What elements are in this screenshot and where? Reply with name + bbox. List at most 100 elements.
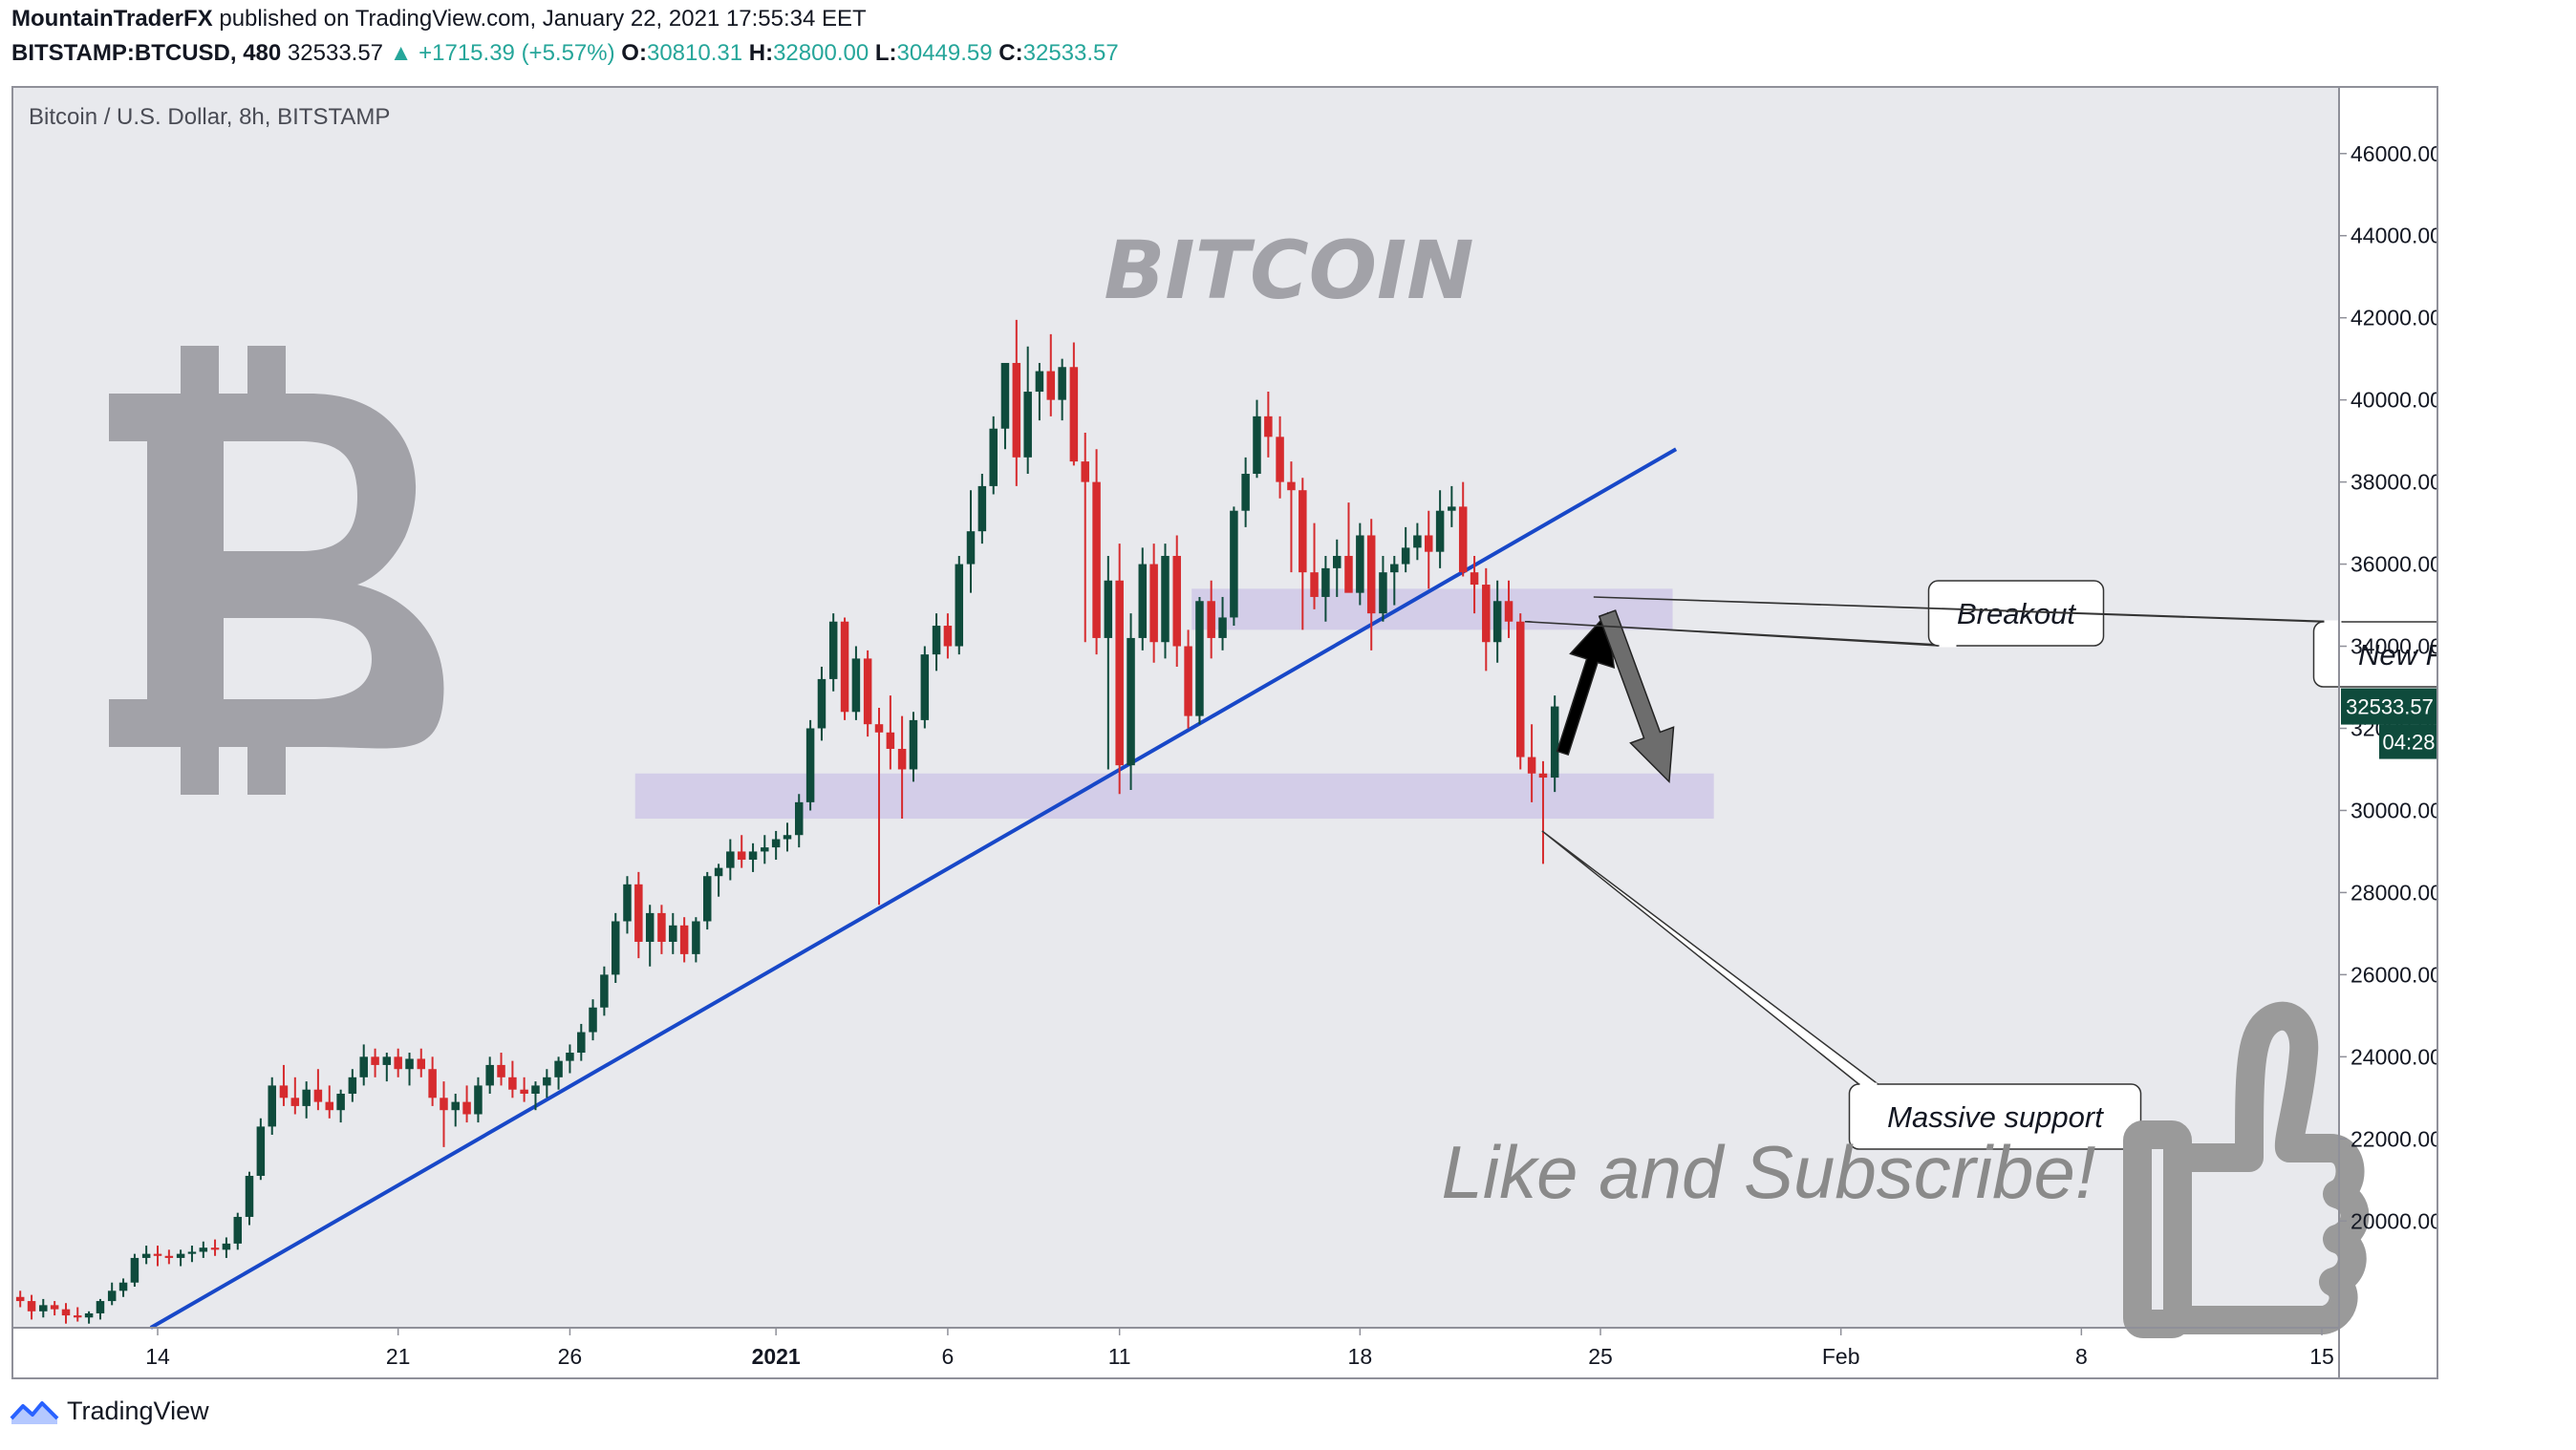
candle[interactable]: [1413, 522, 1422, 561]
candle[interactable]: [1538, 760, 1548, 864]
candle[interactable]: [233, 1212, 243, 1250]
candle[interactable]: [1218, 596, 1227, 650]
candle[interactable]: [245, 1171, 254, 1226]
support-zone[interactable]: [634, 773, 1714, 820]
candle[interactable]: [1241, 457, 1250, 527]
candle[interactable]: [1161, 544, 1170, 659]
candle[interactable]: [336, 1089, 345, 1123]
trendline[interactable]: [149, 447, 1678, 1330]
candle[interactable]: [313, 1069, 323, 1111]
projection-down-arrow[interactable]: [1598, 609, 1675, 784]
candle[interactable]: [1470, 555, 1479, 614]
candle[interactable]: [623, 876, 632, 934]
candle[interactable]: [1550, 695, 1559, 793]
candle[interactable]: [943, 613, 953, 659]
candle[interactable]: [1081, 433, 1089, 643]
candle[interactable]: [1058, 358, 1066, 421]
candle[interactable]: [612, 912, 620, 983]
candle[interactable]: [302, 1081, 311, 1119]
candle[interactable]: [50, 1301, 59, 1316]
candle[interactable]: [1299, 478, 1307, 630]
candle[interactable]: [600, 966, 609, 1016]
candle[interactable]: [107, 1282, 117, 1306]
candle[interactable]: [554, 1056, 563, 1090]
candle[interactable]: [1458, 481, 1468, 577]
candle[interactable]: [679, 917, 689, 963]
candle[interactable]: [153, 1246, 162, 1267]
candle[interactable]: [851, 646, 861, 720]
tradingview-logo-icon[interactable]: [10, 1397, 59, 1426]
candle[interactable]: [1127, 613, 1135, 790]
candle[interactable]: [1276, 416, 1284, 499]
candle[interactable]: [863, 650, 872, 737]
candle[interactable]: [1379, 555, 1387, 622]
candle[interactable]: [1344, 502, 1353, 593]
candle[interactable]: [566, 1044, 574, 1074]
candle[interactable]: [348, 1069, 357, 1102]
candle[interactable]: [874, 708, 884, 906]
candle[interactable]: [589, 999, 597, 1041]
candle[interactable]: [1448, 485, 1456, 527]
candle[interactable]: [909, 712, 918, 782]
candle[interactable]: [222, 1237, 231, 1258]
candle[interactable]: [783, 822, 792, 852]
candle[interactable]: [440, 1081, 448, 1147]
candle[interactable]: [886, 695, 895, 770]
candle[interactable]: [748, 842, 758, 872]
candle[interactable]: [817, 667, 826, 741]
candle[interactable]: [828, 613, 838, 692]
candle[interactable]: [176, 1249, 185, 1267]
chart-frame[interactable]: BITCOIN Bitcoin / U.S. Dollar, 8h, BITSTA…: [11, 86, 2438, 1379]
candle[interactable]: [1482, 567, 1491, 672]
candle[interactable]: [1046, 333, 1056, 416]
candle[interactable]: [199, 1241, 208, 1258]
last-price-tag[interactable]: [2341, 688, 2438, 725]
candle[interactable]: [1321, 555, 1330, 622]
candle[interactable]: [268, 1077, 276, 1135]
candle[interactable]: [290, 1077, 300, 1115]
candle[interactable]: [794, 794, 804, 848]
candle[interactable]: [714, 864, 723, 897]
candle[interactable]: [669, 912, 677, 954]
candle[interactable]: [805, 719, 815, 811]
candle[interactable]: [726, 839, 735, 881]
candle[interactable]: [61, 1303, 71, 1324]
candle[interactable]: [977, 474, 987, 544]
candlestick-chart[interactable]: BITCOIN Bitcoin / U.S. Dollar, 8h, BITSTA…: [13, 88, 2438, 1379]
callout-breakout[interactable]: Breakout: [1524, 580, 2105, 648]
candle[interactable]: [543, 1069, 551, 1098]
candle[interactable]: [1115, 544, 1124, 795]
candle[interactable]: [96, 1298, 105, 1320]
candle[interactable]: [1356, 522, 1364, 606]
candle[interactable]: [520, 1077, 528, 1102]
projection-up-arrow[interactable]: [1556, 611, 1616, 757]
candle[interactable]: [737, 835, 746, 868]
candle[interactable]: [508, 1060, 517, 1098]
candle[interactable]: [1527, 724, 1536, 802]
candle[interactable]: [84, 1311, 94, 1324]
candle[interactable]: [164, 1249, 174, 1265]
candle[interactable]: [1504, 580, 1513, 638]
candle[interactable]: [692, 917, 700, 963]
candle[interactable]: [1515, 613, 1525, 770]
candle[interactable]: [279, 1064, 289, 1106]
candle[interactable]: [1035, 362, 1044, 421]
candle[interactable]: [256, 1118, 266, 1181]
candle[interactable]: [428, 1056, 437, 1106]
callout-massive-support[interactable]: Massive support: [1541, 830, 2142, 1150]
candle[interactable]: [1264, 392, 1273, 458]
candle[interactable]: [15, 1290, 25, 1308]
candle[interactable]: [141, 1246, 151, 1265]
candle[interactable]: [497, 1053, 505, 1086]
candle[interactable]: [73, 1307, 82, 1322]
candle[interactable]: [325, 1085, 334, 1119]
candle[interactable]: [1104, 555, 1113, 770]
candle[interactable]: [897, 715, 907, 820]
candle[interactable]: [840, 617, 849, 720]
candle[interactable]: [1253, 399, 1261, 479]
publisher-name[interactable]: MountainTraderFX: [11, 6, 213, 32]
candle[interactable]: [1172, 535, 1181, 668]
candle[interactable]: [1023, 346, 1032, 475]
candle[interactable]: [1012, 319, 1021, 486]
candle[interactable]: [359, 1044, 368, 1086]
